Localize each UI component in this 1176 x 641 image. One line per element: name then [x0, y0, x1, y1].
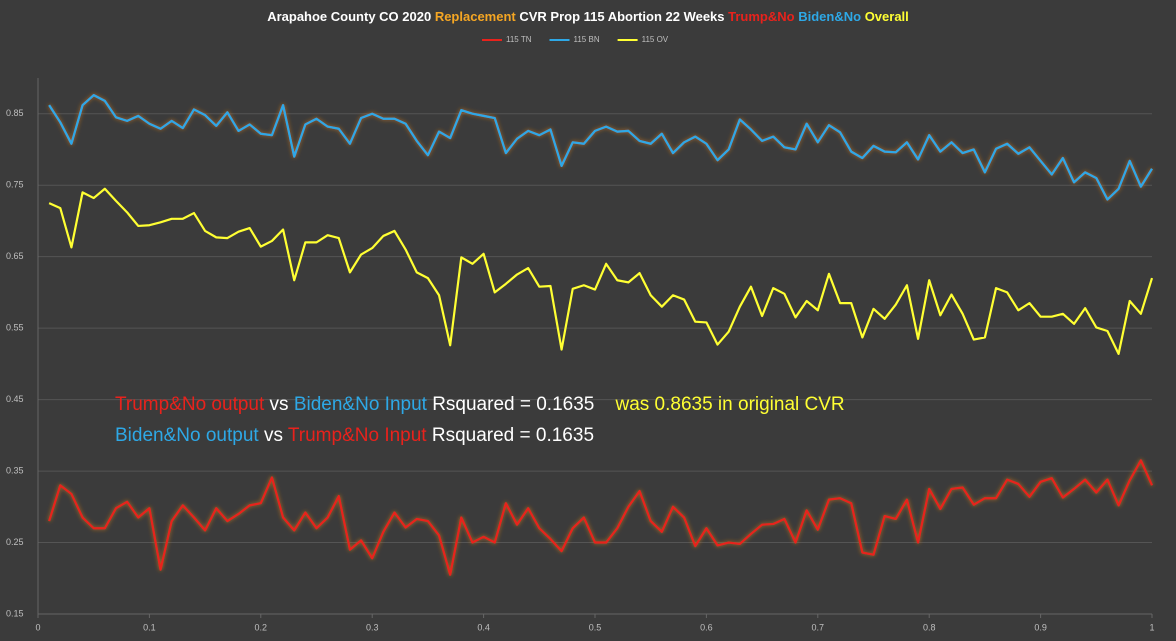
- x-tick-label: 0.8: [923, 622, 936, 632]
- series-line: [48, 187, 1154, 355]
- y-tick-label: 0.25: [6, 537, 24, 547]
- annotation-part: Biden&No output: [115, 425, 259, 446]
- y-tick-label: 0.85: [6, 108, 24, 118]
- title-part: Replacement: [435, 9, 517, 24]
- y-tick-label: 0.55: [6, 323, 24, 333]
- annotation-part: Biden&No Input: [294, 394, 428, 415]
- annotation-part: Rsquared = 0.1635: [427, 394, 594, 415]
- series-line: [48, 94, 1153, 201]
- title-part: Biden&No: [798, 9, 861, 24]
- title-part: Overall: [865, 9, 909, 24]
- annotation: Trump&No output vs Biden&No Input Rsquar…: [115, 394, 845, 415]
- x-tick-label: 1: [1149, 622, 1154, 632]
- y-tick-label: 0.65: [6, 251, 24, 261]
- x-tick-label: 0.3: [366, 622, 379, 632]
- title-part: Arapahoe County CO 2020: [267, 9, 435, 24]
- annotation-part: vs: [259, 425, 288, 446]
- annotation-part: Rsquared = 0.1635: [427, 425, 594, 446]
- title-part: CVR Prop 115 Abortion 22 Weeks: [516, 9, 728, 24]
- y-tick-label: 0.45: [6, 394, 24, 404]
- x-tick-label: 0.7: [812, 622, 825, 632]
- annotation: Biden&No output vs Trump&No Input Rsquar…: [115, 425, 594, 446]
- annotation-part: vs: [264, 394, 294, 415]
- y-tick-label: 0.75: [6, 180, 24, 190]
- y-tick-label: 0.15: [6, 608, 24, 618]
- x-tick-label: 0.4: [477, 622, 490, 632]
- x-tick-label: 0.6: [700, 622, 713, 632]
- x-tick-label: 0.5: [589, 622, 602, 632]
- legend-label: 115 BN: [574, 35, 600, 44]
- x-tick-label: 0.1: [143, 622, 156, 632]
- x-tick-label: 0: [35, 622, 40, 632]
- annotation-part: was 0.8635 in original CVR: [594, 394, 844, 415]
- title-part: Trump&No: [728, 9, 795, 24]
- chart-title: Arapahoe County CO 2020 Replacement CVR …: [267, 9, 909, 24]
- annotation-part: Trump&No Input: [288, 425, 427, 446]
- legend-label: 115 TN: [506, 35, 532, 44]
- annotation-part: Trump&No output: [115, 394, 265, 415]
- series-line: [48, 459, 1154, 576]
- legend-label: 115 OV: [642, 35, 669, 44]
- x-tick-label: 0.9: [1034, 622, 1047, 632]
- x-tick-label: 0.2: [255, 622, 268, 632]
- y-tick-label: 0.35: [6, 465, 24, 475]
